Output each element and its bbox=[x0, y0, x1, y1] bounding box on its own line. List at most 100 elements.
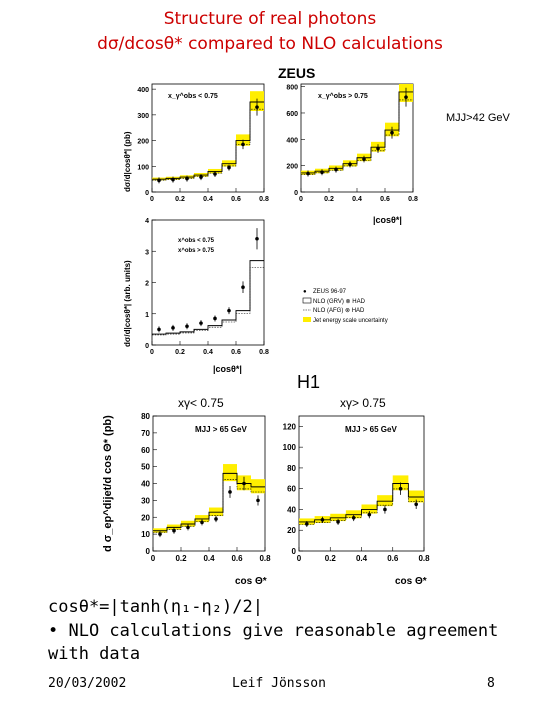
data-point bbox=[172, 528, 176, 533]
legend-grv-swatch bbox=[302, 297, 312, 304]
x-tick-label: 0.8 bbox=[259, 196, 269, 203]
h1-panel-high: 0 20 40 60 80 100 120 0 0.2 0.4 0.6 0.8 bbox=[283, 415, 430, 563]
zeus-sub3-a: x^obs < 0.75 bbox=[178, 238, 215, 244]
data-point bbox=[334, 167, 338, 172]
zeus-panel-normalized: 0 1 2 3 4 0 0.2 0.4 0.6 0.8 bbox=[145, 218, 269, 356]
data-point bbox=[227, 308, 231, 313]
mjj-zeus-label: MJJ>42 GeV bbox=[446, 112, 510, 124]
y-tick-label: 400 bbox=[137, 87, 149, 94]
x-tick-label: 0.6 bbox=[387, 554, 399, 563]
data-point bbox=[227, 165, 231, 170]
y-tick-label: 120 bbox=[283, 422, 297, 431]
uncertainty-band bbox=[251, 479, 265, 494]
formula-text: cosθ*=|tanh(η₁-η₂)/2| bbox=[48, 597, 263, 617]
x-tick-label: 0.6 bbox=[231, 554, 243, 563]
xgamma-high-label: xγ> 0.75 bbox=[340, 396, 386, 410]
x-tick-label: 0.2 bbox=[175, 196, 185, 203]
x-tick-label: 0.8 bbox=[418, 554, 430, 563]
y-tick-label: 300 bbox=[137, 113, 149, 120]
y-tick-label: 80 bbox=[287, 464, 296, 473]
uncertainty-band bbox=[377, 495, 393, 507]
data-point bbox=[185, 324, 189, 329]
data-point bbox=[199, 175, 203, 179]
zeus-xlabel-top: |cosθ*| bbox=[373, 215, 402, 225]
y-tick-label: 0 bbox=[292, 547, 297, 556]
y-tick-label: 400 bbox=[286, 137, 298, 144]
data-point bbox=[367, 512, 372, 517]
h1-xlabel-high: cos Θ* bbox=[395, 576, 427, 587]
x-tick-label: 0 bbox=[297, 554, 302, 563]
data-point bbox=[157, 178, 161, 183]
y-tick-label: 0 bbox=[146, 547, 151, 556]
y-tick-label: 20 bbox=[287, 526, 296, 535]
zeus-sub3-b: x^obs > 0.75 bbox=[178, 248, 215, 254]
uncertainty-band bbox=[223, 464, 237, 482]
y-tick-label: 200 bbox=[137, 139, 149, 146]
y-tick-label: 0 bbox=[294, 190, 298, 197]
data-point bbox=[362, 157, 366, 161]
data-point bbox=[256, 498, 260, 503]
uncertainty-band bbox=[408, 490, 424, 503]
x-tick-label: 0 bbox=[150, 349, 154, 356]
data-point bbox=[213, 172, 217, 176]
zeus-legend: ● ZEUS 96-97 NLO (GRV) ⊗ HAD NLO (AFG) ⊗… bbox=[302, 289, 388, 324]
data-point bbox=[320, 170, 324, 175]
x-tick-label: 0.8 bbox=[408, 196, 418, 203]
data-point bbox=[228, 490, 232, 494]
y-tick-label: 40 bbox=[141, 480, 150, 489]
zeus-panel-low: 0 100 200 300 400 0 0.2 0.4 0.6 0.8 bbox=[137, 83, 269, 203]
x-tick-label: 0.4 bbox=[203, 349, 213, 356]
h1-panel-low: 0 10 20 30 40 50 60 70 80 0 0.2 0.4 0.6 0.8 bbox=[141, 412, 271, 563]
h1-label: H1 bbox=[297, 372, 321, 392]
zeus-sub-low: x_γ^obs < 0.75 bbox=[168, 92, 218, 100]
data-point bbox=[157, 327, 161, 332]
y-tick-label: 30 bbox=[141, 496, 150, 505]
data-point bbox=[306, 171, 310, 176]
data-point bbox=[158, 532, 162, 536]
zeus-label: ZEUS bbox=[278, 65, 315, 81]
data-point bbox=[186, 525, 190, 530]
y-tick-label: 4 bbox=[145, 218, 149, 225]
data-point bbox=[213, 316, 217, 321]
y-tick-label: 1 bbox=[145, 312, 149, 319]
data-point bbox=[376, 146, 380, 151]
h1-mjj-low: MJJ > 65 GeV bbox=[195, 425, 247, 434]
y-tick-label: 10 bbox=[141, 530, 150, 539]
theory-line bbox=[152, 101, 264, 180]
legend-afg: NLO (AFG) ⊗ HAD bbox=[313, 308, 365, 314]
data-point bbox=[390, 130, 394, 135]
x-tick-label: 0.2 bbox=[175, 349, 185, 356]
h1-mjj-high: MJJ > 65 GeV bbox=[345, 425, 397, 434]
y-tick-label: 80 bbox=[141, 412, 150, 421]
footer-date: 20/03/2002 bbox=[48, 676, 127, 691]
data-point bbox=[305, 522, 309, 526]
legend-grv: NLO (GRV) ⊗ HAD bbox=[313, 299, 366, 305]
data-point bbox=[171, 177, 175, 182]
data-point bbox=[241, 285, 245, 289]
bullet-text: • NLO calculations give reasonable agree… bbox=[48, 621, 499, 664]
y-tick-label: 2 bbox=[145, 281, 149, 288]
x-tick-label: 0 bbox=[150, 196, 154, 203]
y-tick-label: 0 bbox=[145, 343, 149, 350]
data-point bbox=[199, 321, 203, 325]
data-point bbox=[255, 105, 259, 109]
x-tick-label: 0.8 bbox=[259, 349, 269, 356]
zeus-ylabel-top: dσ/d|cosθ*| (pb) bbox=[123, 131, 132, 192]
legend-band: Jet energy scale uncertainty bbox=[313, 318, 388, 324]
x-tick-label: 0.2 bbox=[324, 196, 334, 203]
x-tick-label: 0.4 bbox=[203, 196, 213, 203]
footer-page: 8 bbox=[487, 676, 495, 691]
y-tick-label: 70 bbox=[141, 429, 150, 438]
data-point bbox=[171, 326, 175, 330]
x-tick-label: 0.2 bbox=[175, 554, 187, 563]
data-point bbox=[185, 176, 189, 181]
data-point bbox=[404, 95, 408, 99]
data-point bbox=[351, 515, 356, 520]
data-point bbox=[383, 507, 387, 512]
zeus-xlabel-bottom: |cosθ*| bbox=[213, 364, 242, 374]
legend-zeus-data: ZEUS 96-97 bbox=[313, 289, 347, 295]
x-tick-label: 0.4 bbox=[352, 196, 362, 203]
x-tick-label: 0.4 bbox=[203, 554, 215, 563]
data-point bbox=[320, 518, 325, 522]
y-tick-label: 20 bbox=[141, 513, 150, 522]
